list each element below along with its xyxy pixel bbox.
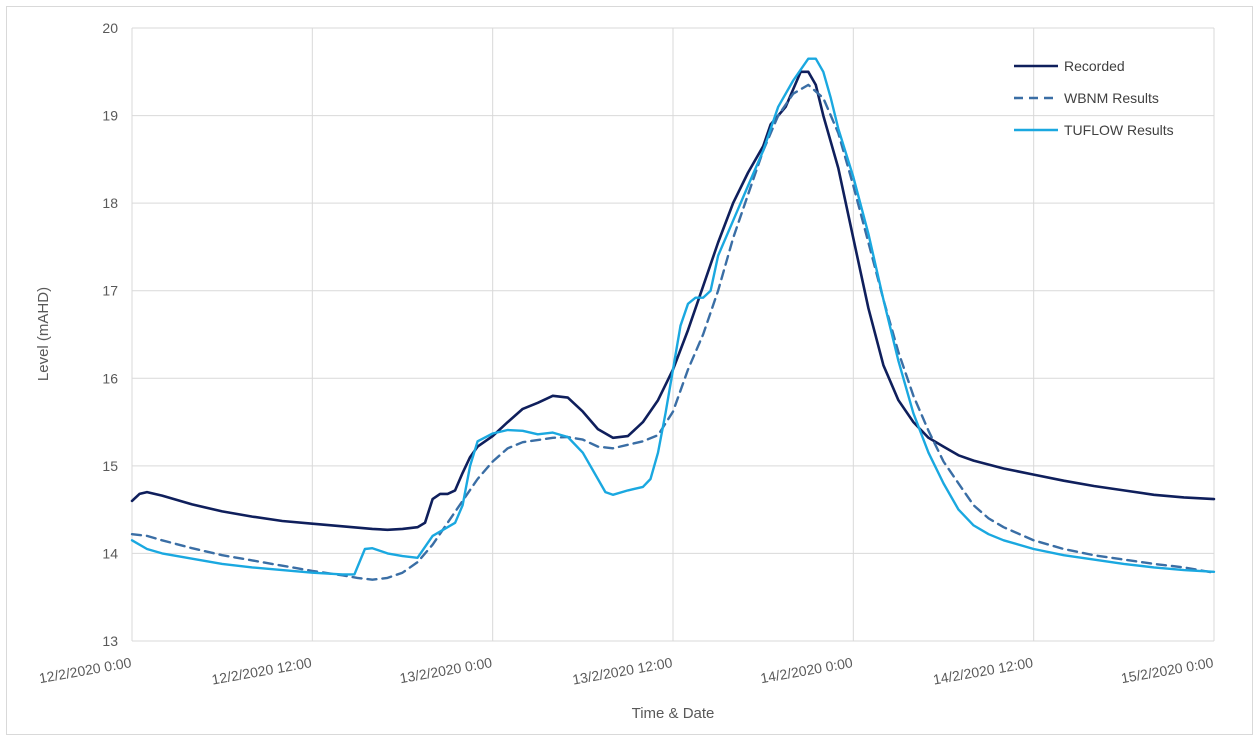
- x-tick-label: 13/2/2020 0:00: [398, 654, 493, 686]
- x-tick-label: 12/2/2020 12:00: [210, 654, 313, 687]
- y-tick-label: 13: [102, 633, 118, 649]
- x-tick-label: 14/2/2020 12:00: [932, 654, 1035, 687]
- gridlines: [131, 27, 1215, 642]
- y-tick-label: 17: [102, 283, 118, 299]
- chart-frame: [6, 6, 1253, 735]
- legend-label: WBNM Results: [1064, 90, 1159, 106]
- y-tick-label: 19: [102, 108, 118, 124]
- legend-label: TUFLOW Results: [1064, 122, 1174, 138]
- x-tick-label: 13/2/2020 12:00: [571, 654, 674, 687]
- y-tick-label: 14: [102, 545, 118, 561]
- series-line-tuflow-results: [130, 57, 1216, 576]
- y-axis-title: Level (mAHD): [35, 287, 52, 381]
- y-tick-label: 18: [102, 195, 118, 211]
- series-line-wbnm-results: [130, 83, 1216, 581]
- y-axis-ticks: 13 14 15 16 17 18 19 20: [102, 20, 118, 649]
- x-tick-label: 12/2/2020 0:00: [38, 654, 133, 686]
- legend-label: Recorded: [1064, 58, 1125, 74]
- x-tick-label: 14/2/2020 0:00: [759, 654, 854, 686]
- y-tick-label: 16: [102, 370, 118, 386]
- series-line-recorded: [130, 70, 1216, 532]
- y-tick-label: 20: [102, 20, 118, 36]
- y-tick-label: 15: [102, 458, 118, 474]
- x-axis-title: Time & Date: [632, 705, 715, 722]
- x-axis-ticks: 12/2/2020 0:00 12/2/2020 12:00 13/2/2020 0…: [38, 654, 1215, 687]
- series-lines: [130, 57, 1216, 581]
- x-tick-label: 15/2/2020 0:00: [1120, 654, 1215, 686]
- legend: Recorded WBNM Results TUFLOW Results: [1014, 58, 1174, 138]
